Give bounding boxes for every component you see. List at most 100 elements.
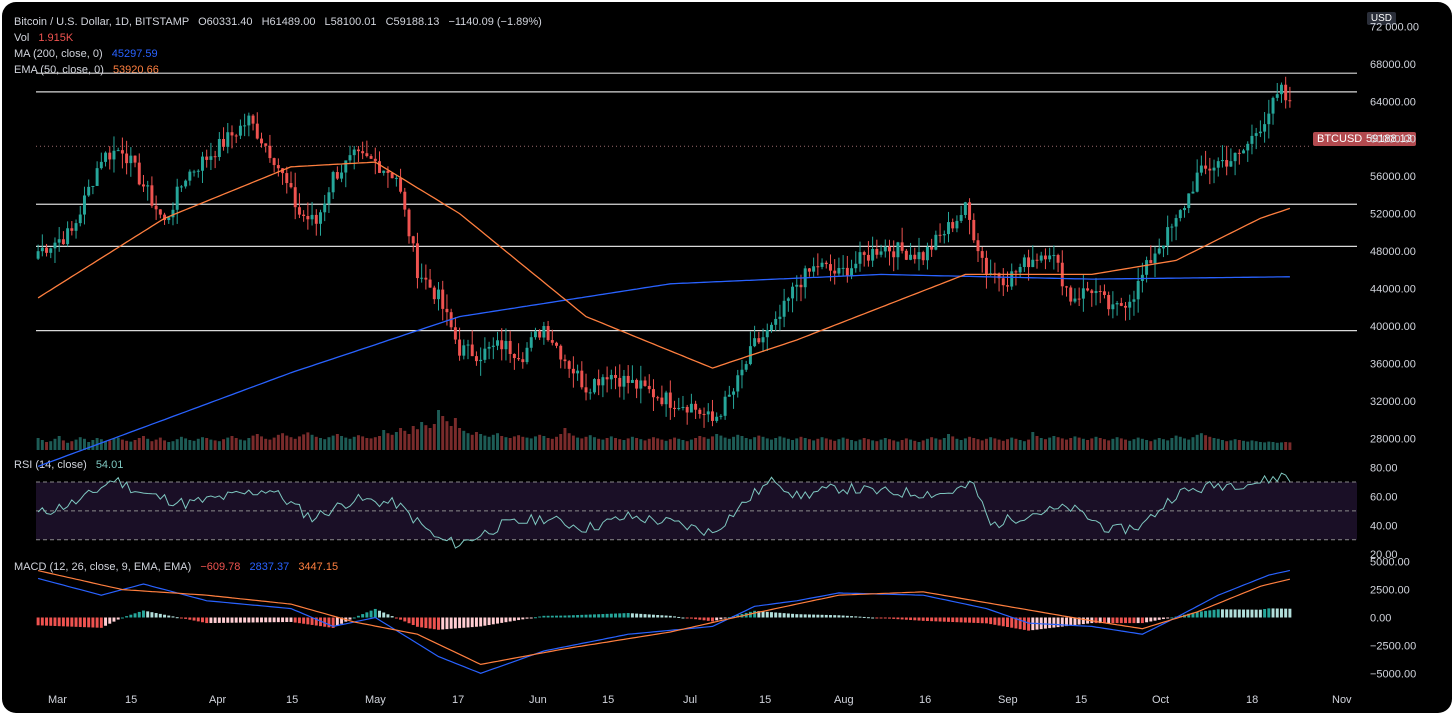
macd-histogram-bar <box>255 617 259 623</box>
macd-histogram-bar <box>293 617 297 623</box>
volume-bar <box>1149 441 1153 450</box>
volume-bar <box>770 439 773 450</box>
volume-bar <box>175 439 179 450</box>
macd-histogram-bar <box>900 617 904 620</box>
candle-body <box>925 246 929 261</box>
candle-body <box>49 248 53 253</box>
currency-badge[interactable]: USD <box>1366 12 1396 25</box>
candle-body <box>968 202 972 220</box>
volume-bar <box>1006 439 1009 450</box>
candle-body <box>1035 259 1039 261</box>
macd-histogram-bar <box>921 617 925 621</box>
macd-histogram-bar <box>74 617 78 627</box>
volume-bar <box>837 439 841 450</box>
volume-bar <box>1056 437 1060 450</box>
candle-body <box>866 254 870 261</box>
candle-body <box>706 411 710 415</box>
candle-body <box>209 156 213 160</box>
volume-bar <box>137 438 141 450</box>
macd-histogram-bar <box>327 617 331 628</box>
volume-bar <box>947 434 950 450</box>
macd-histogram-bar <box>934 617 938 622</box>
candle-body <box>356 149 360 152</box>
macd-histogram-bar <box>1073 617 1077 626</box>
macd-legend[interactable]: MACD (12, 26, close, 9, EMA, EMA) −609.7… <box>14 561 338 573</box>
candle-body <box>951 222 955 229</box>
macd-histogram-bar <box>795 614 799 618</box>
volume-bar <box>230 436 234 450</box>
candle-body <box>1124 305 1127 308</box>
volume-bar <box>892 440 896 450</box>
volume-bar <box>639 439 643 450</box>
volume-bar <box>955 438 959 450</box>
candle-body <box>774 318 778 325</box>
volume-bar <box>533 436 537 450</box>
volume-bar <box>959 440 963 450</box>
volume-bar <box>833 440 837 450</box>
candle-body <box>163 214 167 221</box>
candle-body <box>1229 161 1233 167</box>
time-axis-label: 16 <box>919 694 931 706</box>
candle-body <box>137 162 141 185</box>
price-axis-label: 40000.00 <box>1370 321 1416 333</box>
volume-bar <box>567 433 571 450</box>
candle-body <box>963 202 967 215</box>
candle-body <box>1086 288 1090 291</box>
macd-histogram-bar <box>984 617 988 624</box>
volume-bar <box>925 438 929 450</box>
volume-bar <box>327 437 331 450</box>
symbol-title[interactable]: Bitcoin / U.S. Dollar, 1D, BITSTAMP <box>14 16 190 28</box>
macd-histogram-bar <box>930 617 934 622</box>
macd-histogram-bar <box>656 614 660 618</box>
volume-bar <box>774 438 778 450</box>
volume-bar <box>70 441 74 450</box>
volume-bar <box>976 439 980 450</box>
volume-legend[interactable]: Vol 1.915K <box>14 32 73 44</box>
candle-body <box>479 359 483 362</box>
macd-histogram-bar <box>879 617 883 619</box>
macd-histogram-bar <box>1225 609 1229 618</box>
candle-body <box>694 403 698 410</box>
volume-bar <box>1204 435 1208 450</box>
candle-body <box>900 242 904 251</box>
ma-legend[interactable]: MA (200, close, 0) 45297.59 <box>14 48 158 60</box>
macd-histogram-bar <box>845 615 849 618</box>
macd-histogram-bar <box>146 611 150 618</box>
volume-bar <box>344 437 348 450</box>
macd-histogram-bar <box>314 617 318 626</box>
volume-bar <box>154 439 158 450</box>
rsi-legend[interactable]: RSI (14, close) 54.01 <box>14 459 123 471</box>
volume-bar <box>310 434 314 450</box>
macd-histogram-bar <box>382 612 386 618</box>
candle-body <box>297 207 301 215</box>
candle-body <box>913 254 917 260</box>
candle-body <box>243 125 247 127</box>
candle-body <box>681 406 685 408</box>
macd-histogram-bar <box>909 617 913 621</box>
volume-bar <box>1166 440 1170 450</box>
candle-body <box>104 152 108 162</box>
volume-bar <box>171 441 175 450</box>
macd-histogram-bar <box>432 617 436 630</box>
macd-histogram-bar <box>993 617 997 625</box>
macd-histogram-bar <box>378 610 381 618</box>
volume-bar <box>217 441 221 450</box>
macd-histogram-bar <box>365 612 369 618</box>
volume-bar <box>348 438 352 450</box>
volume-bar <box>179 436 183 450</box>
candle-body <box>1263 124 1267 132</box>
macd-histogram-bar <box>807 614 811 618</box>
macd-histogram-bar <box>87 617 91 628</box>
macd-histogram-bar <box>1161 617 1165 620</box>
macd-histogram-bar <box>458 617 462 629</box>
change-value: −1140.09 (−1.89%) <box>448 16 542 28</box>
candle-body <box>399 177 403 192</box>
macd-histogram-bar <box>1233 609 1237 618</box>
volume-bar <box>1031 432 1035 450</box>
volume-bar <box>871 440 875 450</box>
macd-histogram-bar <box>761 611 765 618</box>
macd-histogram-bar <box>989 617 993 625</box>
macd-histogram-bar <box>1145 617 1149 623</box>
volume-bar <box>108 440 112 450</box>
